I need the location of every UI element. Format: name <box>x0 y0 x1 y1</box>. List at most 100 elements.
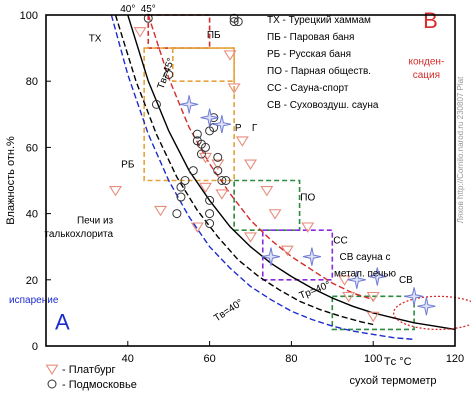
curve-3 <box>114 14 374 326</box>
triangle-point <box>280 245 294 256</box>
triangle-point <box>109 186 123 197</box>
y-tick-label: 20 <box>26 275 38 287</box>
curve-1 <box>147 14 374 301</box>
x-axis-label: сухой термометр <box>350 375 437 387</box>
triangle-point <box>211 159 225 170</box>
legend-series-item: - Подмосковье <box>62 379 137 391</box>
star-point <box>200 108 219 127</box>
x-unit-label: Tс °C <box>384 356 412 368</box>
legend-series: - Платбург - Подмосковье <box>45 364 137 391</box>
annotation: испарение <box>9 295 59 306</box>
x-tick-label: 60 <box>203 353 215 365</box>
zone-label: ПО <box>300 192 315 203</box>
star-point <box>347 270 366 289</box>
annotation: конден- <box>408 57 444 68</box>
curve-2 <box>127 14 456 331</box>
circle-point <box>172 209 182 219</box>
zone-label: ПБ <box>207 30 221 41</box>
curve-4 <box>110 14 415 341</box>
axis-ticks: 40 60 80 100 120 0 20 40 60 80 100 40° 45° <box>20 4 465 365</box>
circle-point <box>176 192 186 202</box>
triangle-point <box>235 136 249 147</box>
circle-point <box>201 142 211 152</box>
triangle-point <box>268 209 282 220</box>
circle-point <box>176 182 186 192</box>
triangle-point <box>199 182 213 194</box>
x-tick-label: 40 <box>122 353 134 365</box>
star-point <box>212 115 232 134</box>
circle-point <box>205 219 215 229</box>
legend-code-item: РБ - Русская баня <box>267 48 351 60</box>
top-temperature-label: 45° <box>141 4 156 15</box>
legend-series-item: - Платбург <box>62 364 116 376</box>
circle-point <box>221 176 231 185</box>
curve-label: Tв=40° <box>212 297 245 324</box>
y-tick-label: 60 <box>26 142 38 154</box>
circle-point <box>164 70 174 80</box>
zone-label: Г <box>252 123 258 134</box>
zone-ТХ <box>147 14 211 49</box>
x-tick-label: 120 <box>446 353 464 365</box>
y-tick-label: 0 <box>32 341 38 353</box>
circle-point <box>229 17 239 27</box>
zone-label: РБ <box>121 159 135 170</box>
star-point <box>404 287 424 306</box>
triangle-point <box>301 222 315 233</box>
annotation: Печи из <box>77 216 114 227</box>
watermark: Ляхов http://Cornilo.narod.ru 230807 Pla… <box>456 76 465 223</box>
circle-point <box>192 129 202 139</box>
triangle-point <box>227 83 241 94</box>
legend-code-item: ТХ - Турецкий хаммам <box>267 15 371 26</box>
triangle-point <box>190 222 204 233</box>
legend-code-item: СС - Сауна-спорт <box>267 83 349 94</box>
circle-point <box>213 152 223 162</box>
triangle-point <box>366 291 380 303</box>
annotation: СВ сауна с <box>340 252 391 263</box>
plot-frame <box>45 14 456 347</box>
triangle-point <box>133 27 147 38</box>
circle-point <box>233 17 243 27</box>
legend-code-item: СВ - Суховоздуш. сауна <box>267 100 379 111</box>
top-temperature-label: 40° <box>120 4 135 15</box>
zone-СВ <box>331 295 415 331</box>
circle-point <box>180 176 190 185</box>
annotation: B <box>423 8 438 33</box>
circle-point <box>217 176 227 185</box>
circle-point <box>205 209 215 219</box>
zone-label: ТХ <box>89 33 102 44</box>
triangle-point <box>244 159 257 170</box>
star-point <box>417 297 436 316</box>
curves <box>110 14 471 341</box>
circle-point <box>151 99 161 109</box>
legend-codes: ТХ - Турецкий хаммам ПБ - Паровая баня РБ … <box>267 15 379 111</box>
zone-label: СС <box>333 235 347 246</box>
triangle-point <box>260 186 274 197</box>
curve-label: Tв=45° <box>156 57 177 91</box>
zone-label: СВ <box>399 275 413 286</box>
star-point <box>179 95 199 114</box>
x-tick-label: 80 <box>285 353 297 365</box>
circle-point <box>47 379 57 389</box>
triangle-point <box>154 205 168 217</box>
y-tick-label: 100 <box>20 10 38 22</box>
annotation: A <box>55 309 70 334</box>
circle-point <box>213 166 223 176</box>
data-points <box>109 13 436 323</box>
annotation: сация <box>413 70 440 81</box>
triangle-point <box>223 50 237 61</box>
triangle-point <box>45 364 59 375</box>
zone-label: Р <box>235 123 242 134</box>
triangle-point <box>215 189 229 200</box>
triangle-point <box>366 311 380 323</box>
zone-ПО <box>233 179 301 231</box>
condensation-ellipse <box>393 295 471 331</box>
y-tick-label: 40 <box>26 209 38 221</box>
triangle-point <box>338 275 352 286</box>
triangle-point <box>244 232 257 243</box>
y-axis-label: Влажность отн.% <box>5 136 17 225</box>
star-point <box>302 247 322 266</box>
zones <box>143 14 415 331</box>
triangle-point <box>342 291 356 303</box>
